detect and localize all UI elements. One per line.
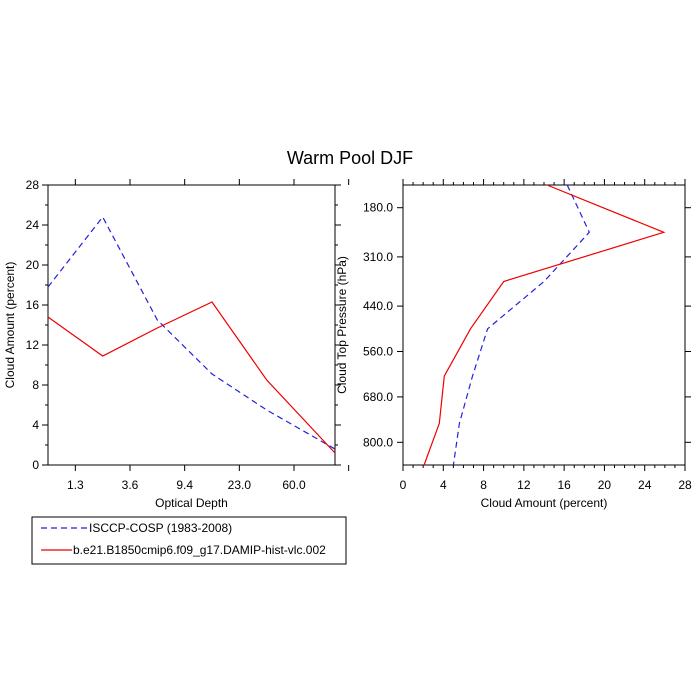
plot-frame bbox=[47, 184, 336, 466]
y-axis-label: Cloud Top Pressure (hPa) bbox=[335, 256, 349, 394]
y-tick-label: 680.0 bbox=[363, 390, 393, 404]
y-tick-label: 440.0 bbox=[363, 299, 393, 313]
y-tick-label: 560.0 bbox=[363, 344, 393, 358]
y-tick-label: 12 bbox=[26, 338, 40, 352]
plot-frame bbox=[402, 184, 686, 466]
y-tick-label: 0 bbox=[32, 458, 39, 472]
optical-depth-panel: 0 4 8 12 16 20 24 28 1.3 3.6 9.4 23.0 60.0 Optical De… bbox=[3, 178, 350, 510]
y-axis-label: Cloud Amount (percent) bbox=[3, 262, 17, 389]
x-axis-label: Optical Depth bbox=[155, 496, 228, 510]
x-tick-label: 1.3 bbox=[67, 478, 84, 492]
legend-label-isccp: ISCCP-COSP (1983-2008) bbox=[89, 521, 232, 535]
x-tick-label: 3.6 bbox=[122, 478, 139, 492]
x-tick-label: 12 bbox=[517, 478, 531, 492]
legend-label-model: b.e21.B1850cmip6.f09_g17.DAMIP-hist-vlc.… bbox=[73, 543, 326, 557]
x-tick-label: 16 bbox=[557, 478, 571, 492]
series-line-isccp bbox=[452, 184, 591, 466]
legend: ISCCP-COSP (1983-2008) b.e21.B1850cmip6.… bbox=[31, 516, 347, 565]
y-tick-label: 4 bbox=[32, 418, 39, 432]
y-tick-label: 16 bbox=[26, 298, 40, 312]
legend-box bbox=[31, 516, 347, 565]
x-axis-label: Cloud Amount (percent) bbox=[481, 496, 608, 510]
pressure-panel: 0 4 8 12 16 20 24 28 180.0 310.0 440.0 560.0 680.0 80… bbox=[335, 179, 692, 510]
x-tick-label: 4 bbox=[440, 478, 447, 492]
y-tick-label: 180.0 bbox=[363, 201, 393, 215]
y-tick-label: 28 bbox=[26, 178, 40, 192]
x-tick-label: 8 bbox=[480, 478, 487, 492]
x-tick-label: 20 bbox=[598, 478, 612, 492]
x-tick-label: 0 bbox=[400, 478, 407, 492]
x-tick-label: 9.4 bbox=[176, 478, 193, 492]
y-tick-label: 8 bbox=[32, 378, 39, 392]
x-tick-label: 24 bbox=[638, 478, 652, 492]
chart-title: Warm Pool DJF bbox=[287, 148, 413, 168]
y-tick-label: 20 bbox=[26, 258, 40, 272]
legend-entry-model: b.e21.B1850cmip6.f09_g17.DAMIP-hist-vlc.… bbox=[41, 543, 326, 557]
y-tick-label: 310.0 bbox=[363, 250, 393, 264]
x-tick-label: 28 bbox=[678, 478, 692, 492]
y-tick-label: 24 bbox=[26, 218, 40, 232]
series-line-model bbox=[423, 184, 666, 466]
legend-entry-isccp: ISCCP-COSP (1983-2008) bbox=[41, 521, 232, 535]
x-tick-label: 60.0 bbox=[282, 478, 306, 492]
y-tick-label: 800.0 bbox=[363, 435, 393, 449]
x-tick-label: 23.0 bbox=[228, 478, 252, 492]
series-line-model bbox=[47, 301, 336, 454]
series-line-isccp bbox=[47, 215, 336, 450]
